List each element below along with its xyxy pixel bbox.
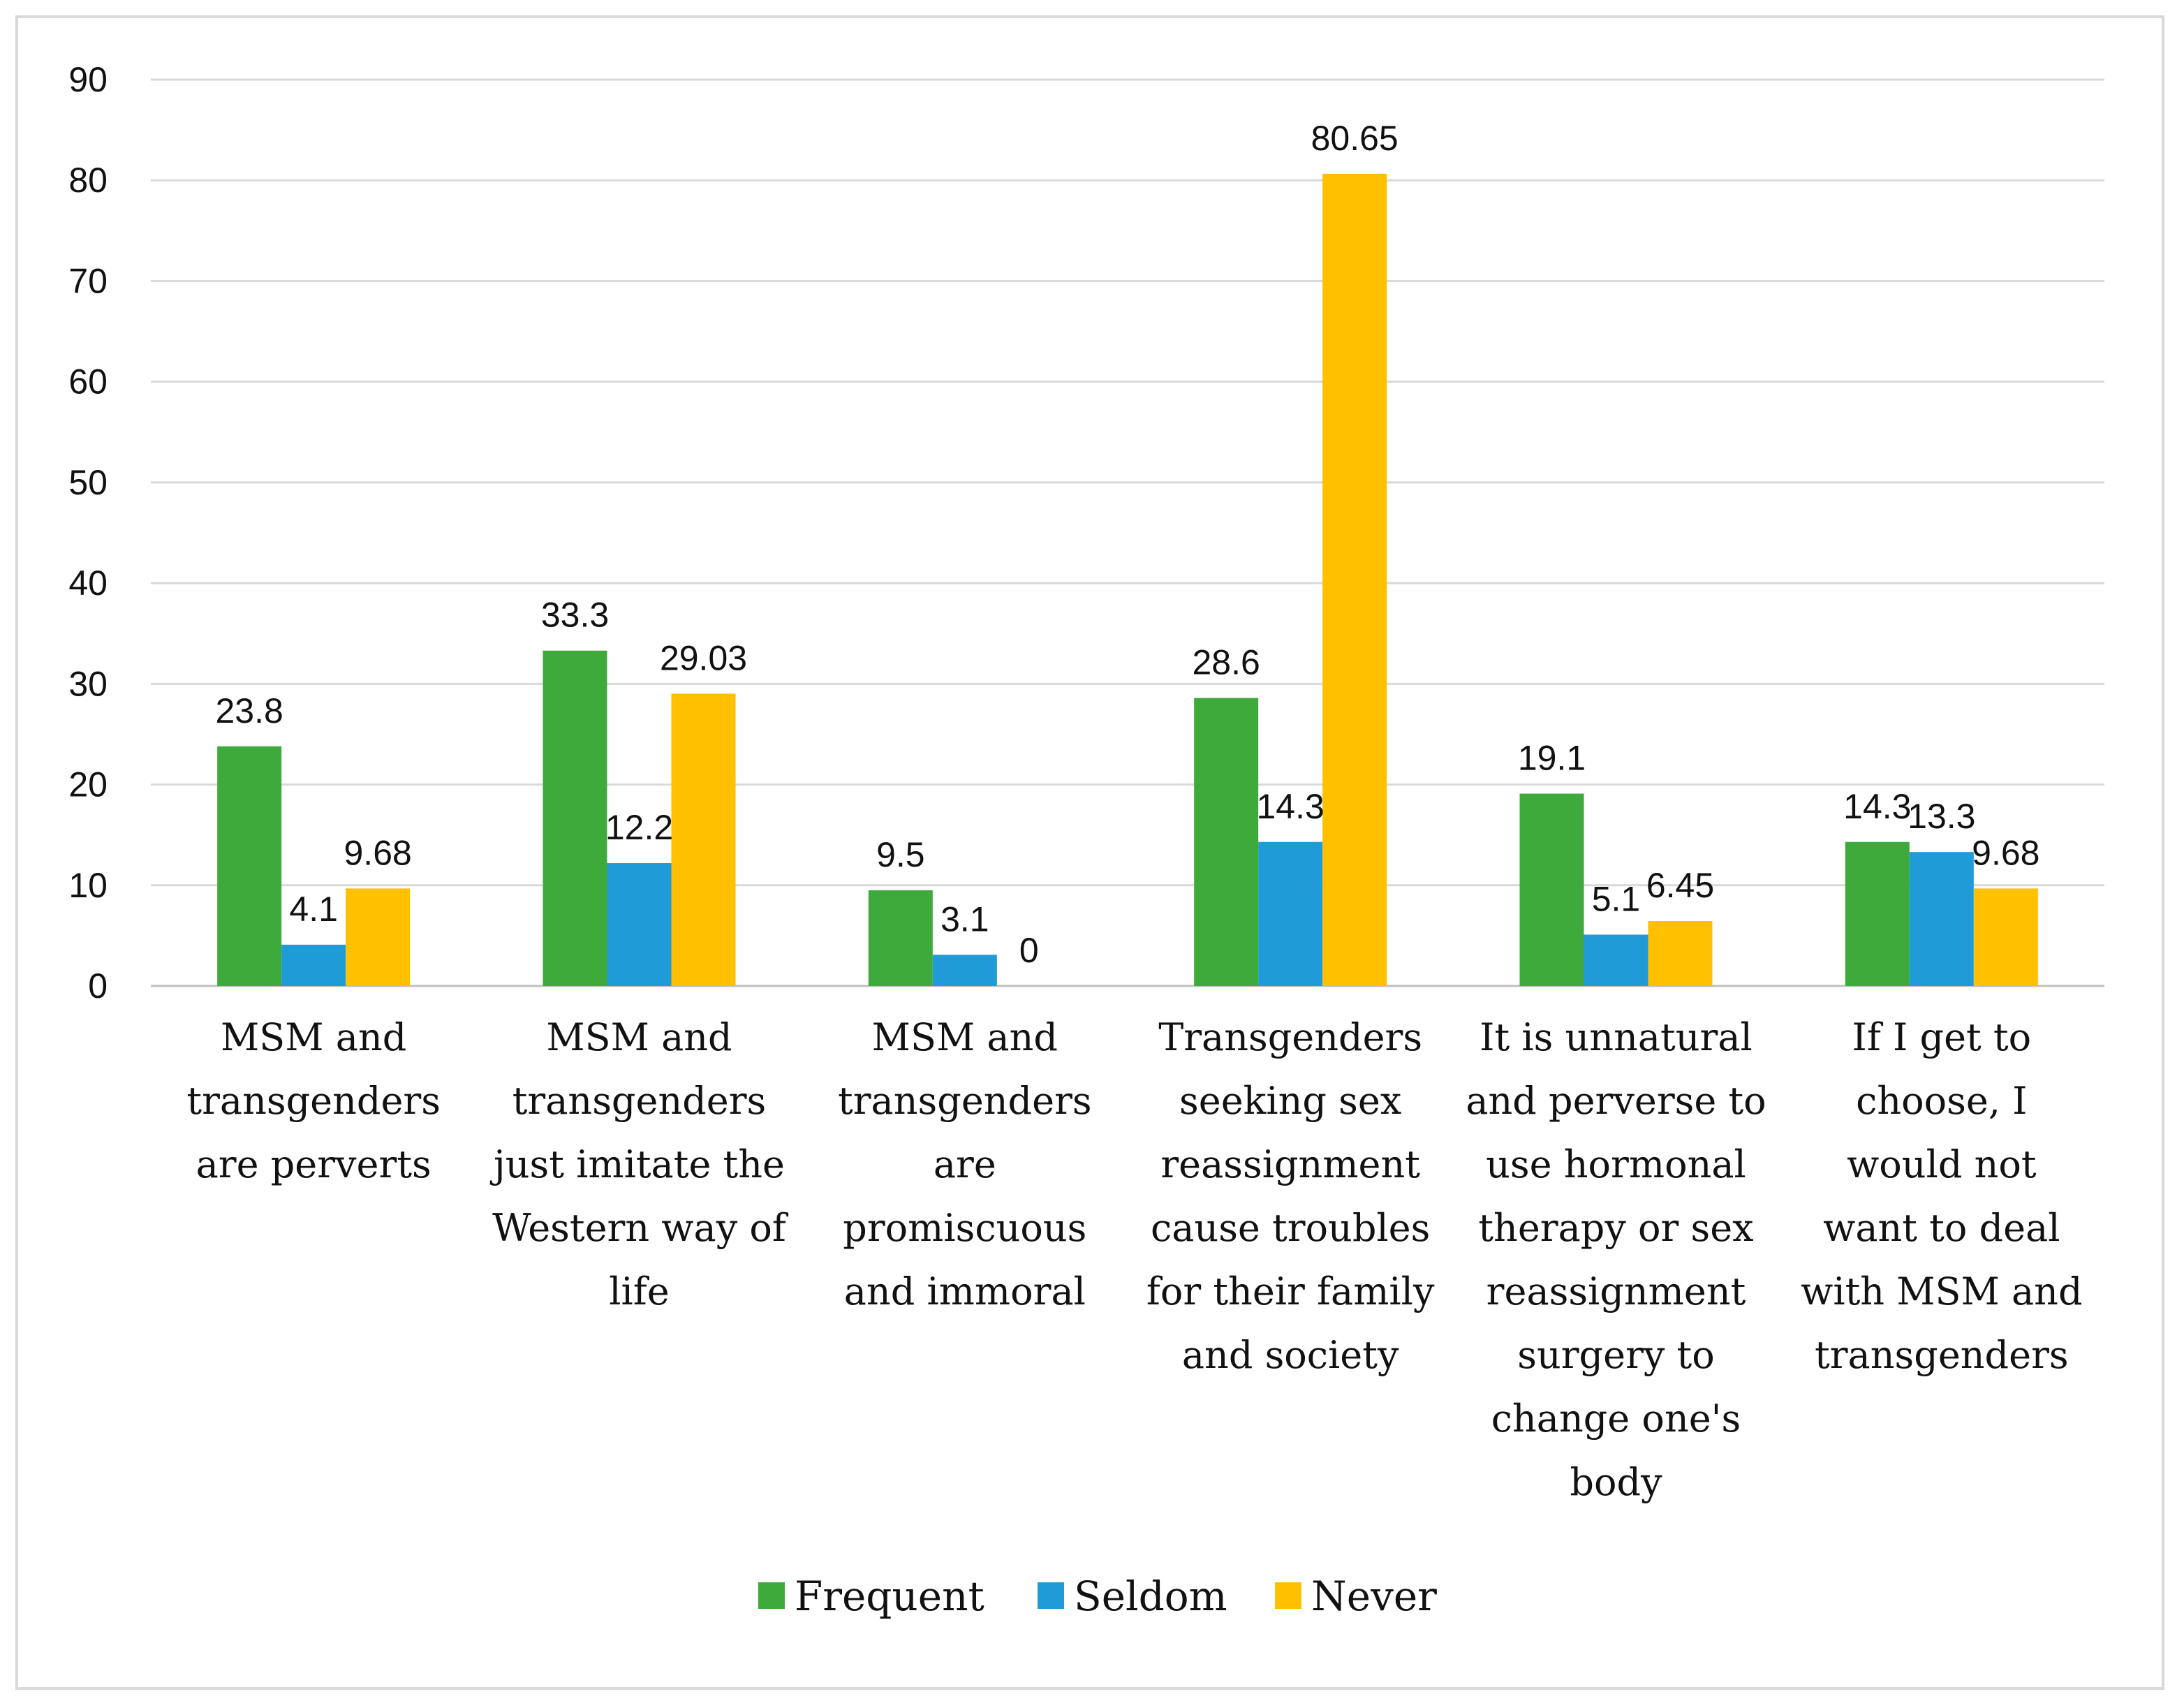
legend-swatch-frequent [758,1582,785,1609]
bar-never-5 [1648,920,1713,986]
bar-seldom-6 [1909,852,1974,986]
data-label-seldom-5: 5.1 [1592,879,1641,918]
category-label-2: MSM and transgenders just imitate the Weste… [489,1015,789,1313]
y-tick-label: 20 [68,765,108,804]
data-label-frequent-5: 19.1 [1518,739,1586,778]
data-label-frequent-1: 23.8 [216,691,283,730]
data-label-frequent-3: 9.5 [876,835,925,874]
chart-frame: 0 10 20 30 40 50 60 70 80 90 23.8 33.3 9.5 28.6 19.1 1… [15,15,2164,1690]
bar-seldom-2 [607,863,672,986]
data-label-never-4: 80.65 [1311,119,1399,158]
legend-swatch-seldom [1038,1582,1064,1609]
legend-label-never: Never [1311,1573,1437,1620]
y-tick-label: 40 [68,564,108,603]
y-tick-label: 80 [68,161,108,200]
gridlines [151,78,2104,987]
data-label-frequent-6: 14.3 [1843,787,1911,826]
bar-chart: 0 10 20 30 40 50 60 70 80 90 23.8 33.3 9.5 28.6 19.1 1… [68,60,2104,1620]
data-labels: 23.8 33.3 9.5 28.6 19.1 14.3 4.1 12.2 3.1 14.3 5.1… [216,119,2040,970]
legend-label-frequent: Frequent [795,1573,984,1620]
bar-never-1 [346,888,411,986]
bar-never-4 [1322,173,1387,986]
bar-frequent-5 [1519,793,1584,986]
y-tick-label: 50 [68,463,108,502]
legend-swatch-never [1275,1582,1301,1609]
category-label-1: MSM and transgenders are perverts [186,1015,441,1186]
bar-seldom-3 [932,955,997,986]
y-axis: 0 10 20 30 40 50 60 70 80 90 [68,60,108,1006]
category-label-4: Transgenders seeking sex reassignment cause… [1146,1015,1435,1377]
data-label-seldom-1: 4.1 [289,890,338,929]
bars [217,173,2038,986]
bar-frequent-2 [543,650,607,986]
bar-frequent-3 [868,890,933,986]
y-tick-label: 70 [68,261,108,300]
bar-never-6 [1973,888,2038,986]
y-tick-label: 10 [68,866,108,905]
data-label-seldom-2: 12.2 [605,808,673,847]
data-label-never-3: 0 [1019,931,1039,970]
bar-seldom-1 [281,944,346,986]
data-label-never-1: 9.68 [344,833,412,872]
bar-frequent-4 [1194,698,1259,986]
data-label-seldom-4: 14.3 [1257,787,1325,826]
bar-never-2 [671,693,736,986]
data-label-never-2: 29.03 [660,638,747,677]
legend-label-seldom: Seldom [1074,1573,1227,1620]
data-label-frequent-2: 33.3 [541,596,609,635]
y-tick-label: 60 [68,362,108,402]
bar-seldom-5 [1584,934,1648,986]
y-tick-label: 90 [68,60,108,99]
category-label-3: MSM and transgenders are promiscuous and imm… [838,1015,1092,1313]
data-label-seldom-3: 3.1 [940,899,989,938]
y-tick-label: 0 [88,966,108,1006]
bar-frequent-6 [1845,841,1910,986]
legend: Frequent Seldom Never [758,1573,1437,1620]
data-label-never-5: 6.45 [1646,866,1714,905]
category-label-5: It is unnatural and perverse to use hormon… [1466,1015,1766,1504]
bar-frequent-1 [217,746,282,986]
bar-seldom-4 [1258,841,1323,986]
data-label-seldom-6: 13.3 [1908,797,1975,836]
data-label-never-6: 9.68 [1972,833,2039,872]
x-axis: MSM and transgenders are perverts MSM and tr… [186,1015,2082,1504]
y-tick-label: 30 [68,664,108,703]
data-label-frequent-4: 28.6 [1193,643,1260,682]
